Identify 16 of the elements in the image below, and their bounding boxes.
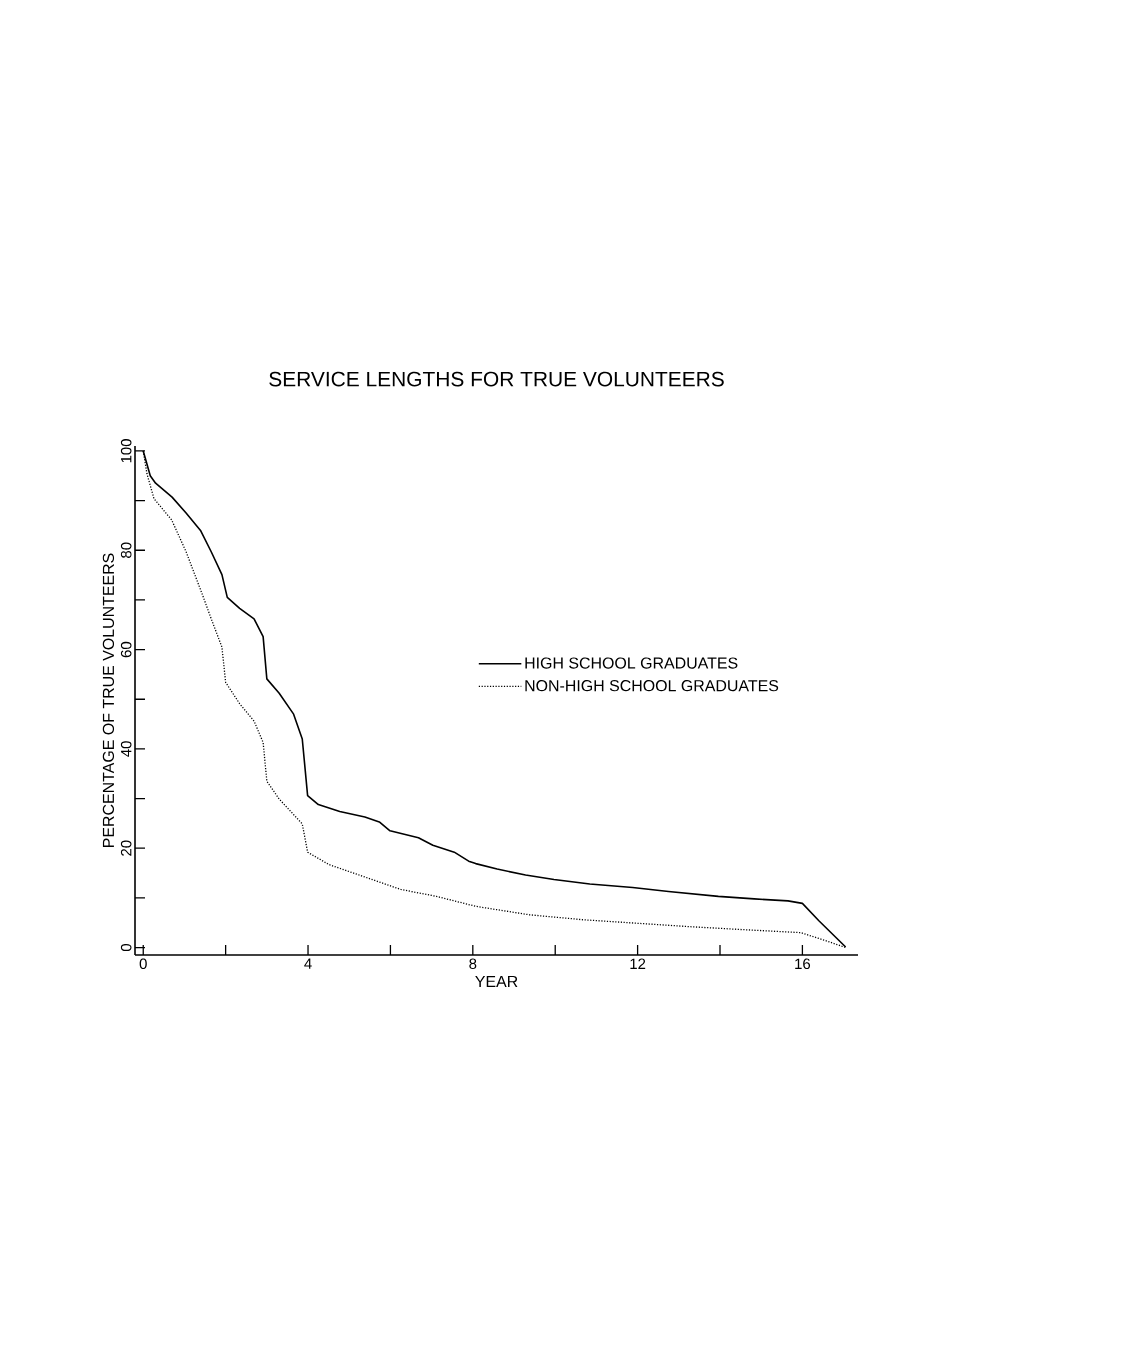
legend-label: NON-HIGH SCHOOL GRADUATES [525, 680, 779, 692]
y-tick-label: 20 [120, 840, 132, 856]
y-tick-label: 60 [120, 641, 132, 658]
x-tick-label: 12 [630, 958, 646, 969]
y-tick-label: 40 [120, 741, 132, 757]
x-tick-label: 16 [795, 958, 811, 970]
x-tick-label: 0 [139, 958, 147, 970]
y-tick-label: 100 [120, 439, 132, 463]
y-axis-title: PERCENTAGE OF TRUE VOLUNTEERS [102, 553, 115, 847]
y-tick-label: 80 [120, 542, 132, 558]
legend-label: HIGH SCHOOL GRADUATES [525, 657, 738, 669]
y-tick-label: 0 [120, 943, 132, 952]
chart-title: SERVICE LENGTHS FOR TRUE VOLUNTEERS [269, 371, 724, 387]
x-tick-label: 8 [469, 958, 477, 970]
x-axis-title: YEAR [475, 975, 518, 987]
x-tick-label: 4 [304, 958, 312, 969]
